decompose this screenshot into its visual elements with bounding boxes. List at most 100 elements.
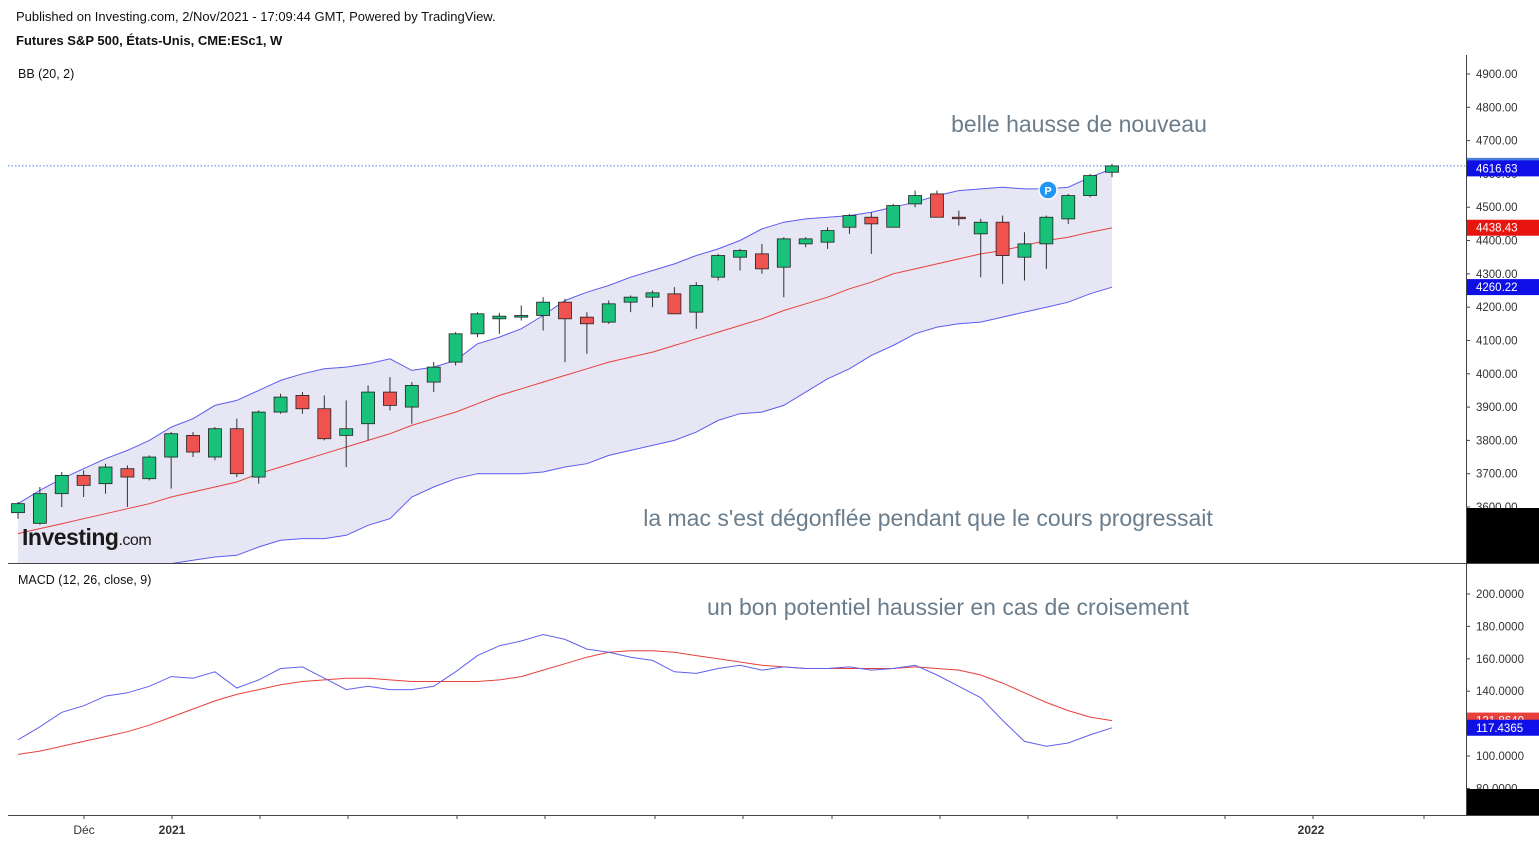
candle-body bbox=[98, 466, 113, 485]
candle bbox=[711, 253, 726, 281]
macd-axis-overflow-block bbox=[1467, 789, 1539, 815]
candle-body bbox=[645, 292, 660, 298]
p-marker-letter: P bbox=[1044, 186, 1051, 198]
macd-tick-label: 160.0000 bbox=[1476, 654, 1524, 666]
candle bbox=[142, 455, 157, 481]
macd-line bbox=[17, 633, 1113, 747]
candle bbox=[164, 432, 179, 489]
candle-body bbox=[514, 315, 529, 318]
badge-lower-badge: 4260.22 bbox=[1467, 279, 1539, 296]
candle bbox=[623, 295, 638, 313]
annotation-belle-hausse: belle hausse de nouveau bbox=[951, 111, 1207, 137]
candle-body bbox=[142, 456, 157, 480]
candle-body bbox=[383, 391, 397, 406]
candle bbox=[317, 395, 332, 441]
badge-basis-badge: 4438.43 bbox=[1467, 219, 1539, 236]
candle-body bbox=[76, 474, 91, 486]
price-tick-label: 3700.00 bbox=[1476, 469, 1518, 481]
candle bbox=[667, 287, 682, 315]
candle-body bbox=[448, 333, 463, 363]
candle-body bbox=[492, 315, 507, 320]
candle-body bbox=[798, 238, 813, 245]
candle-body bbox=[755, 253, 769, 270]
candle bbox=[76, 470, 91, 498]
bb-indicator-label[interactable]: BB (20, 2) bbox=[18, 67, 75, 81]
annotation-mac-degonflee: la mac s'est dégonflée pendant que le co… bbox=[643, 505, 1213, 531]
candle-body bbox=[864, 216, 879, 225]
candle-body bbox=[536, 301, 551, 316]
candle-body bbox=[1039, 216, 1054, 245]
svg-text:Investing.com: Investing.com bbox=[22, 524, 151, 550]
macd-tick-label: 140.0000 bbox=[1476, 686, 1524, 698]
candle bbox=[601, 300, 616, 324]
candle-body bbox=[1061, 195, 1076, 220]
price-axis-overflow-block bbox=[1467, 508, 1539, 563]
candle-body bbox=[54, 474, 69, 495]
candle-body bbox=[229, 428, 244, 475]
annotation-potentiel-haussier: un bon potentiel haussier en cas de croi… bbox=[707, 594, 1190, 620]
candle bbox=[755, 243, 769, 274]
badge-basis-badge-bg bbox=[1467, 219, 1539, 236]
macd-tick-label: 200.0000 bbox=[1476, 589, 1524, 601]
candle bbox=[32, 487, 47, 525]
candle-body bbox=[558, 301, 572, 320]
time-label: 2021 bbox=[159, 823, 186, 837]
candle bbox=[1017, 232, 1032, 281]
candle bbox=[404, 382, 419, 424]
candle bbox=[1061, 193, 1076, 224]
candle bbox=[930, 190, 944, 218]
candle bbox=[11, 502, 25, 519]
candle bbox=[558, 298, 572, 363]
price-tick-label: 4200.00 bbox=[1476, 302, 1518, 314]
candle bbox=[1083, 173, 1098, 198]
candle-body bbox=[579, 316, 594, 325]
candle bbox=[339, 400, 354, 468]
macd-tick-label: 180.0000 bbox=[1476, 621, 1524, 633]
candle-body bbox=[339, 428, 354, 436]
price-tick-label: 4000.00 bbox=[1476, 369, 1518, 381]
candle-body bbox=[426, 366, 441, 383]
candle bbox=[864, 212, 879, 254]
candle-body bbox=[32, 493, 47, 524]
candle bbox=[1039, 215, 1054, 269]
candle-body bbox=[995, 221, 1010, 256]
candle bbox=[908, 190, 922, 208]
bollinger-lower-line bbox=[171, 286, 1113, 563]
price-tick-label: 4700.00 bbox=[1476, 136, 1518, 148]
candle bbox=[579, 312, 594, 354]
candle bbox=[820, 227, 835, 249]
candle-body bbox=[667, 293, 682, 315]
candle-body bbox=[973, 221, 988, 235]
candle bbox=[98, 463, 113, 494]
candle-body bbox=[733, 250, 747, 258]
candle bbox=[426, 362, 441, 393]
macd-indicator-label[interactable]: MACD (12, 26, close, 9) bbox=[18, 573, 152, 587]
candle bbox=[229, 418, 244, 478]
candle bbox=[492, 312, 507, 334]
badge-macd-macd-bg bbox=[1467, 719, 1539, 736]
macd-tick-label: 100.0000 bbox=[1476, 751, 1524, 763]
candle-body bbox=[820, 230, 835, 243]
time-label: 2022 bbox=[1298, 823, 1325, 837]
badge-upper-badge-label: 4616.63 bbox=[1476, 163, 1518, 175]
candle-body bbox=[404, 385, 419, 408]
candle bbox=[776, 237, 791, 298]
bollinger-basis-line bbox=[17, 227, 1113, 535]
macd-signal-line bbox=[17, 650, 1113, 755]
badge-upper-badge: 4616.63 bbox=[1467, 160, 1539, 177]
instrument-title: Futures S&P 500, États-Unis, CME:ESc1, W bbox=[16, 33, 283, 48]
candle bbox=[361, 385, 375, 441]
candle bbox=[383, 377, 397, 411]
candle-body bbox=[164, 433, 179, 458]
candle-body bbox=[711, 255, 726, 278]
candle-body bbox=[295, 395, 310, 410]
price-tick-label: 3800.00 bbox=[1476, 435, 1518, 447]
candle-body bbox=[886, 205, 901, 228]
candle-body bbox=[842, 215, 857, 228]
candle-body bbox=[208, 428, 222, 458]
candle bbox=[536, 297, 551, 331]
badge-macd-macd-label: 117.4365 bbox=[1476, 723, 1523, 735]
candle bbox=[448, 332, 463, 366]
